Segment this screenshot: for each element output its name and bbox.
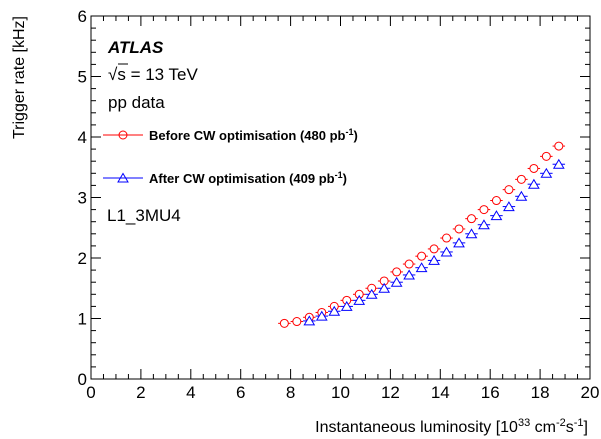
axis-ticks <box>90 15 591 380</box>
data-point-before <box>516 174 526 184</box>
energy-label: √s = 13 TeV <box>108 65 198 84</box>
data-point-after <box>490 210 503 221</box>
data-point-after <box>378 282 391 293</box>
data-point-after <box>527 178 540 189</box>
data-point-before <box>541 151 551 161</box>
data-point-after <box>415 262 428 273</box>
legend-label-before: Before CW optimisation (480 pb-1) <box>149 127 358 143</box>
x-tick-label: 6 <box>236 383 245 402</box>
data-point-before <box>504 185 514 195</box>
data-point-after <box>515 190 528 201</box>
legend-label-after: After CW optimisation (409 pb-1) <box>149 170 347 186</box>
x-tick-label: 10 <box>331 383 350 402</box>
x-tick-label: 4 <box>186 383 195 402</box>
y-tick-label: 5 <box>78 68 87 87</box>
x-tick-label: 0 <box>86 383 95 402</box>
legend-marker-before <box>118 130 128 140</box>
data-point-after <box>540 167 553 178</box>
data-point-after <box>365 288 378 299</box>
x-axis-title: Instantaneous luminosity [1033 cm-2s-1] <box>315 417 588 436</box>
x-tick-label: 2 <box>136 383 145 402</box>
data-point-after <box>428 254 440 265</box>
sqrt-symbol: √ <box>108 65 118 84</box>
energy-text: s = 13 TeV <box>117 65 198 84</box>
data-point-after <box>503 201 515 212</box>
data-point-before <box>454 224 464 234</box>
x-tick-label: 14 <box>431 383 450 402</box>
data-point-before <box>554 141 564 151</box>
y-axis-title: Trigger rate [kHz] <box>11 16 28 139</box>
y-tick-label: 2 <box>78 249 87 268</box>
data-point-before <box>417 251 427 261</box>
data-point-after <box>478 219 490 230</box>
y-tick-label: 6 <box>78 7 87 26</box>
data-point-after <box>328 305 341 316</box>
data-point-before <box>442 233 452 243</box>
data-point-after <box>465 228 478 239</box>
y-tick-label: 0 <box>78 370 87 389</box>
x-tick-label: 12 <box>381 383 400 402</box>
x-tick-label: 20 <box>581 383 600 402</box>
y-tick-label: 1 <box>78 310 87 329</box>
data-point-before <box>392 267 402 277</box>
trigger-name-label: L1_3MU4 <box>107 206 181 225</box>
data-type-label: pp data <box>108 93 165 112</box>
x-tick-label: 8 <box>286 383 295 402</box>
atlas-label: ATLAS <box>107 38 164 57</box>
data-point-before <box>466 214 476 224</box>
data-point-after <box>340 300 353 311</box>
x-tick-label: 16 <box>481 383 500 402</box>
data-point-before <box>529 163 539 173</box>
data-point-before <box>429 244 439 254</box>
data-point-before <box>491 196 501 206</box>
data-point-after <box>440 246 453 257</box>
data-point-after <box>552 158 565 169</box>
data-markers <box>278 141 566 328</box>
data-point-after <box>390 276 403 287</box>
data-point-after <box>353 294 366 305</box>
data-point-after <box>403 269 415 280</box>
data-point-after <box>303 315 316 326</box>
data-point-after <box>315 310 328 321</box>
x-tick-label: 18 <box>531 383 550 402</box>
y-tick-label: 4 <box>78 128 87 147</box>
y-tick-label: 3 <box>78 189 87 208</box>
legend-marker-after <box>117 172 129 183</box>
data-point-before <box>279 318 289 328</box>
data-point-before <box>404 259 414 269</box>
data-point-before <box>479 205 489 215</box>
data-point-before <box>292 317 302 327</box>
legend: Before CW optimisation (480 pb-1) After … <box>103 127 358 186</box>
data-point-after <box>453 237 465 248</box>
